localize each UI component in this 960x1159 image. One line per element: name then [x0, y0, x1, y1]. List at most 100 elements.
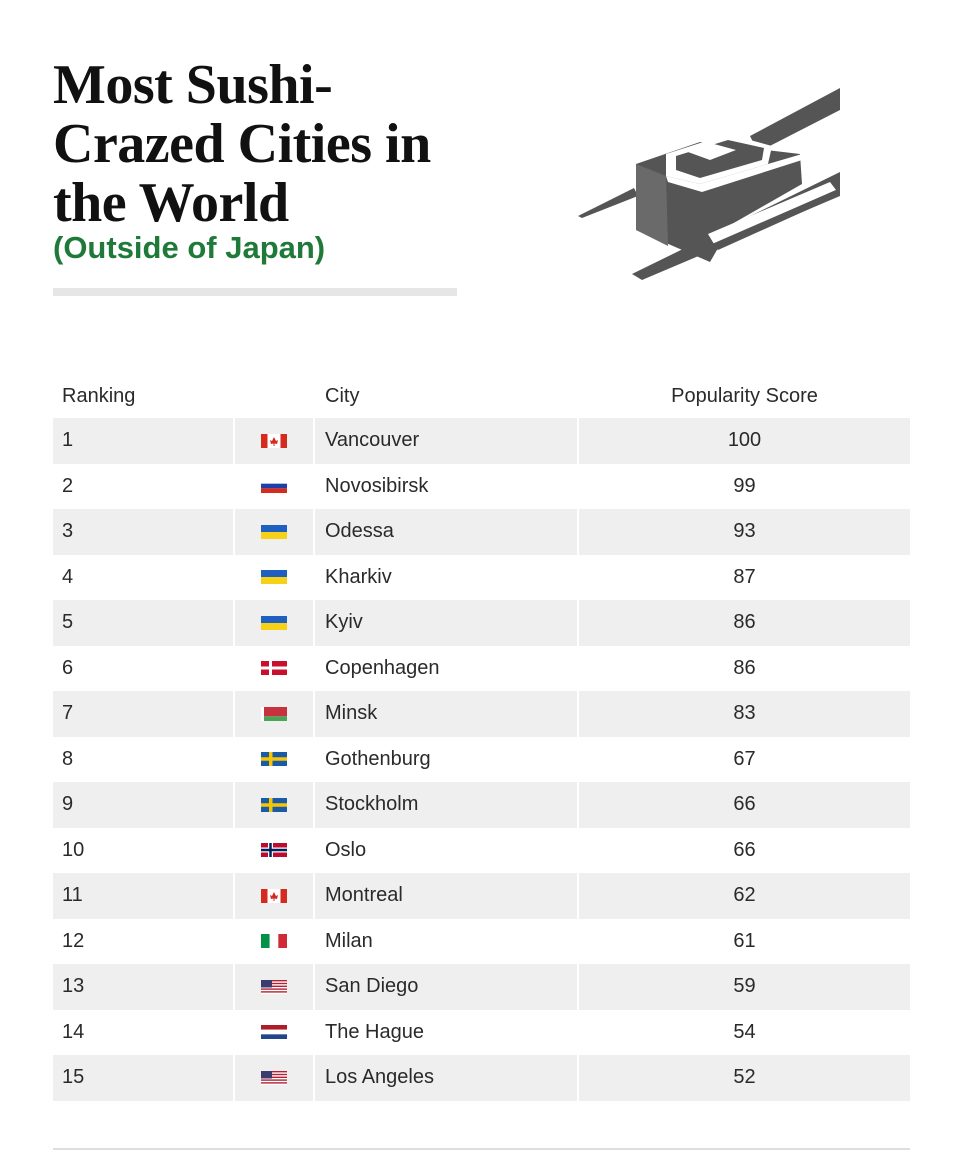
- table-row: 12 Milan 61: [53, 919, 910, 965]
- rank-cell: 8: [62, 747, 74, 770]
- rank-cell: 1: [53, 418, 233, 464]
- rank-cell: 10: [62, 838, 85, 861]
- city-cell: Stockholm: [315, 782, 577, 828]
- flag-cell: [235, 555, 313, 601]
- city-cell: Novosibirsk: [325, 474, 429, 497]
- table-row: 7 Minsk 83: [53, 691, 910, 737]
- rank-cell: 4: [62, 565, 74, 588]
- table-row: 5 Kyiv 86: [53, 600, 910, 646]
- netherlands-flag-icon: [261, 1025, 287, 1040]
- flag-cell: [235, 737, 313, 783]
- score-cell: 54: [733, 1020, 756, 1043]
- header-score: Popularity Score: [671, 384, 818, 407]
- table-header: Ranking City Popularity Score: [53, 374, 910, 418]
- table-row: 2 Novosibirsk 99: [53, 464, 910, 510]
- ranking-table: Ranking City Popularity Score 1 Vancouver…: [53, 374, 910, 1101]
- flag-cell: [235, 646, 313, 692]
- rank-cell: 9: [53, 782, 233, 828]
- score-cell: 87: [733, 565, 756, 588]
- table-row: 6 Copenhagen 86: [53, 646, 910, 692]
- flag-cell: [235, 828, 313, 874]
- norway-flag-icon: [261, 843, 287, 858]
- city-cell: The Hague: [325, 1020, 424, 1043]
- rank-cell: 3: [53, 509, 233, 555]
- score-cell: 62: [579, 873, 910, 919]
- sweden-flag-icon: [261, 752, 287, 767]
- header-flag: [235, 374, 313, 418]
- flag-cell: [235, 1010, 313, 1056]
- page-title: Most Sushi-Crazed Cities in the World: [53, 54, 431, 234]
- score-cell: 100: [579, 418, 910, 464]
- ukraine-flag-icon: [261, 570, 287, 585]
- flag-cell: [235, 964, 313, 1010]
- sweden-flag-icon: [261, 797, 287, 812]
- table-body: 1 Vancouver 100 2 Novosibirsk 99 3 Odessa 93 4 Kha…: [53, 418, 910, 1101]
- score-cell: 61: [733, 929, 756, 952]
- score-cell: 66: [579, 782, 910, 828]
- ukraine-flag-icon: [261, 524, 287, 539]
- flag-cell: [235, 418, 313, 464]
- score-cell: 83: [579, 691, 910, 737]
- flag-cell: [235, 464, 313, 510]
- score-cell: 86: [733, 656, 756, 679]
- city-cell: Copenhagen: [325, 656, 440, 679]
- russia-flag-icon: [261, 479, 287, 494]
- city-cell: Kharkiv: [325, 565, 392, 588]
- flag-cell: [235, 691, 313, 737]
- flag-cell: [235, 873, 313, 919]
- table-row: 4 Kharkiv 87: [53, 555, 910, 601]
- header-ranking: Ranking: [62, 384, 136, 407]
- rank-cell: 7: [53, 691, 233, 737]
- denmark-flag-icon: [261, 661, 287, 676]
- rank-cell: 13: [53, 964, 233, 1010]
- bottom-divider: [53, 1148, 910, 1150]
- flag-cell: [235, 1055, 313, 1101]
- flag-cell: [235, 600, 313, 646]
- city-cell: San Diego: [315, 964, 577, 1010]
- rank-cell: 12: [62, 929, 85, 952]
- city-cell: Kyiv: [315, 600, 577, 646]
- score-cell: 93: [579, 509, 910, 555]
- score-cell: 52: [579, 1055, 910, 1101]
- belarus-flag-icon: [261, 706, 287, 721]
- header-city: City: [325, 384, 360, 407]
- rank-cell: 11: [53, 873, 233, 919]
- city-cell: Odessa: [315, 509, 577, 555]
- score-cell: 66: [733, 838, 756, 861]
- score-cell: 67: [733, 747, 756, 770]
- usa-flag-icon: [261, 979, 287, 994]
- rank-cell: 15: [53, 1055, 233, 1101]
- table-row: 1 Vancouver 100: [53, 418, 910, 464]
- score-cell: 59: [579, 964, 910, 1010]
- table-row: 3 Odessa 93: [53, 509, 910, 555]
- title-divider: [53, 288, 457, 296]
- table-row: 9 Stockholm 66: [53, 782, 910, 828]
- city-cell: Los Angeles: [315, 1055, 577, 1101]
- table-row: 10 Oslo 66: [53, 828, 910, 874]
- table-row: 15 Los Angeles 52: [53, 1055, 910, 1101]
- table-row: 11 Montreal 62: [53, 873, 910, 919]
- flag-cell: [235, 919, 313, 965]
- canada-flag-icon: [261, 888, 287, 903]
- italy-flag-icon: [261, 934, 287, 949]
- city-cell: Montreal: [315, 873, 577, 919]
- city-cell: Minsk: [315, 691, 577, 737]
- page-subtitle: (Outside of Japan): [53, 230, 326, 265]
- city-cell: Milan: [325, 929, 373, 952]
- ukraine-flag-icon: [261, 615, 287, 630]
- rank-cell: 14: [62, 1020, 85, 1043]
- table-row: 14 The Hague 54: [53, 1010, 910, 1056]
- city-cell: Vancouver: [315, 418, 577, 464]
- city-cell: Gothenburg: [325, 747, 431, 770]
- table-row: 8 Gothenburg 67: [53, 737, 910, 783]
- rank-cell: 5: [53, 600, 233, 646]
- flag-cell: [235, 782, 313, 828]
- score-cell: 99: [733, 474, 756, 497]
- score-cell: 86: [579, 600, 910, 646]
- rank-cell: 6: [62, 656, 74, 679]
- sushi-roll-chopsticks-icon: [578, 88, 840, 280]
- rank-cell: 2: [62, 474, 74, 497]
- flag-cell: [235, 509, 313, 555]
- usa-flag-icon: [261, 1070, 287, 1085]
- canada-flag-icon: [261, 433, 287, 448]
